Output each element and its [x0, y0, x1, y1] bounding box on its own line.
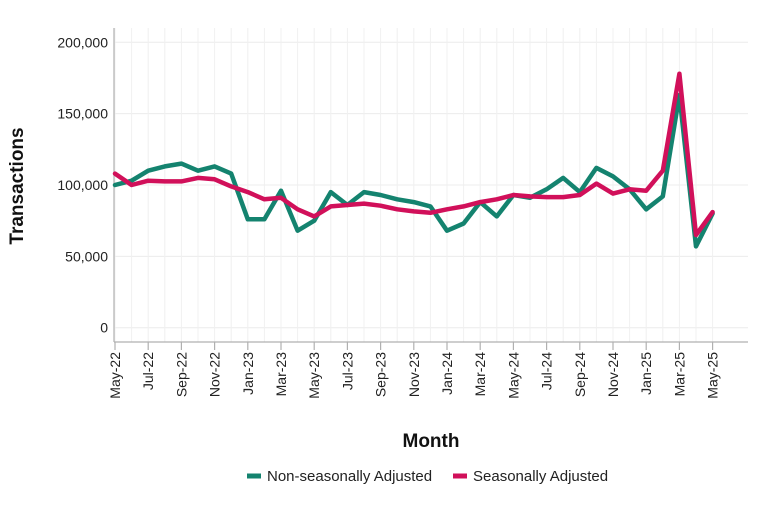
- x-tick-label: May-23: [306, 352, 322, 399]
- x-tick-label: Nov-22: [207, 352, 223, 397]
- x-tick-label: Jul-22: [140, 352, 156, 390]
- x-tick-label: Jan-24: [439, 352, 455, 395]
- x-tick-label: Mar-24: [472, 352, 488, 397]
- y-axis-title: Transactions: [7, 127, 28, 244]
- x-tick-label: Sep-24: [572, 352, 588, 397]
- x-axis-ticks: May-22 Jul-22 Sep-22 Nov-22 Jan-23 Mar-23 May-…: [107, 342, 721, 399]
- x-tick-label: Jul-24: [539, 352, 555, 390]
- y-axis-ticks: 0 50,000 100,000 150,000 200,000: [57, 34, 108, 335]
- y-tick-label: 50,000: [65, 248, 108, 264]
- x-tick-label: Jan-25: [638, 352, 654, 395]
- x-tick-label: Jul-23: [339, 352, 355, 390]
- y-tick-label: 150,000: [57, 106, 108, 122]
- x-tick-label: Nov-24: [605, 352, 621, 397]
- x-tick-label: Jan-23: [240, 352, 256, 395]
- x-tick-label: Sep-23: [373, 352, 389, 397]
- series-line-non-seasonally-adjusted: [112, 92, 715, 249]
- x-tick-label: Mar-23: [273, 352, 289, 397]
- y-tick-label: 0: [100, 320, 108, 336]
- y-tick-label: 200,000: [57, 34, 108, 50]
- x-tick-label: May-24: [505, 352, 521, 399]
- y-tick-label: 100,000: [57, 177, 108, 193]
- series-line-seasonally-adjusted: [112, 71, 715, 238]
- x-tick-label: Mar-25: [671, 352, 687, 397]
- series-lines: [112, 71, 715, 249]
- legend-label-non-seasonal: Non-seasonally Adjusted: [267, 468, 432, 485]
- legend-label-seasonal: Seasonally Adjusted: [473, 468, 608, 485]
- legend: Non-seasonally Adjusted Seasonally Adjus…: [247, 468, 608, 485]
- x-tick-label: May-22: [107, 352, 123, 399]
- x-tick-label: May-25: [705, 352, 721, 399]
- x-tick-label: Sep-22: [173, 352, 189, 397]
- x-axis-title: Month: [403, 431, 460, 452]
- x-tick-label: Nov-23: [406, 352, 422, 397]
